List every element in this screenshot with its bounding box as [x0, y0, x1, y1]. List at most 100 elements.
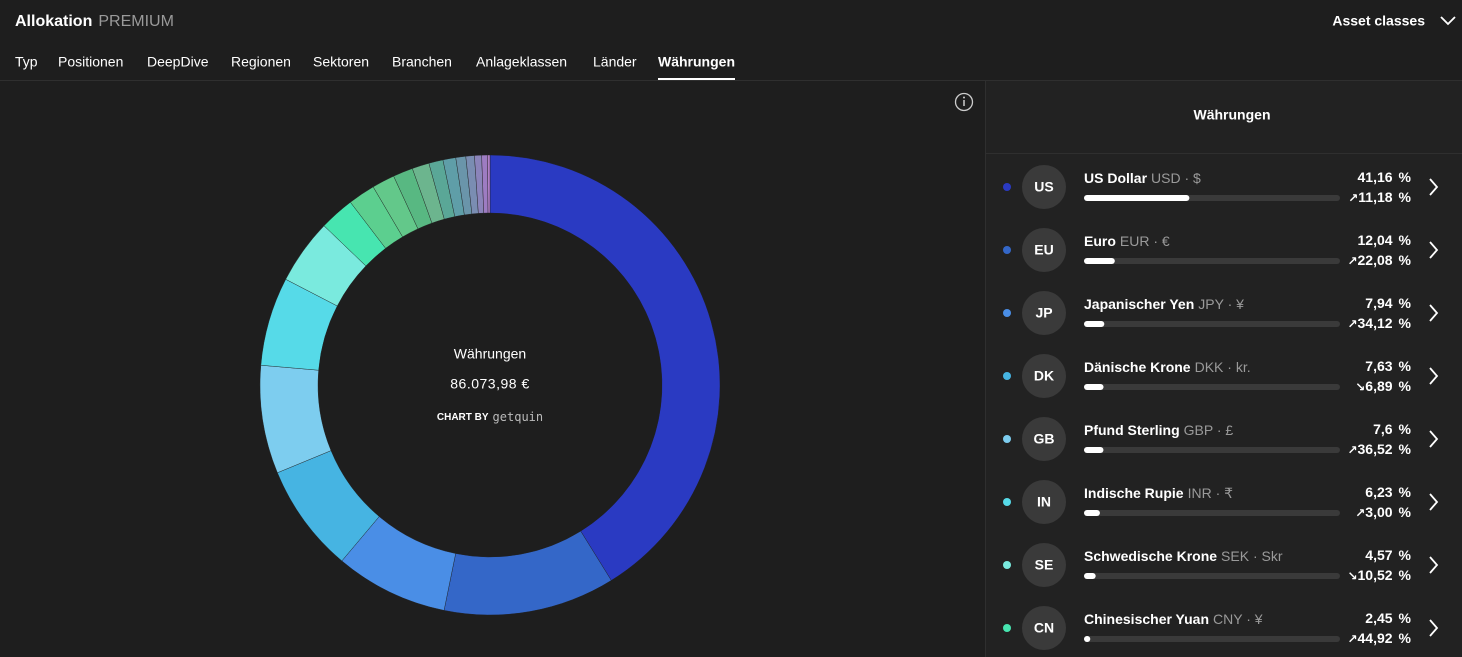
share: 12,04% — [1358, 232, 1412, 248]
bar-track — [1084, 447, 1340, 453]
change: ↗44,92% — [1347, 630, 1411, 646]
meta: EUR · € — [1120, 233, 1170, 249]
tab[interactable]: Sektoren — [313, 54, 369, 70]
change-value: 34,12 — [1358, 315, 1393, 331]
change-arrow: ↗ — [1347, 254, 1357, 268]
change: ↗11,18% — [1348, 189, 1411, 205]
chevron-down[interactable] — [1440, 16, 1456, 26]
percent: % — [1399, 567, 1412, 583]
tab[interactable]: Branchen — [392, 54, 452, 70]
chevron-right — [1429, 241, 1439, 259]
currency-name: Chinesischer Yuan CNY · ¥ — [1084, 611, 1263, 627]
percent: % — [1399, 315, 1412, 331]
tab-underline — [658, 78, 735, 80]
share-value: 41,16 — [1358, 169, 1393, 185]
share-value: 7,63 — [1365, 358, 1392, 374]
chevron-right — [1429, 493, 1439, 511]
tab[interactable]: Regionen — [231, 54, 291, 70]
bar-fill — [1084, 258, 1115, 264]
bar-fill — [1084, 510, 1100, 516]
chevron-right — [1429, 178, 1439, 196]
avatar — [1022, 543, 1066, 587]
row-dot — [1003, 435, 1011, 443]
tab[interactable]: Anlageklassen — [476, 54, 567, 70]
share-value: 7,94 — [1365, 295, 1392, 311]
tab[interactable]: DeepDive — [147, 54, 209, 70]
info-icon[interactable] — [954, 92, 974, 112]
change: ↗22,08% — [1347, 252, 1411, 268]
currency-name: Euro EUR · € — [1084, 233, 1170, 249]
donut-segment[interactable] — [487, 154, 491, 214]
percent: % — [1399, 630, 1412, 646]
change-arrow: ↗ — [1347, 632, 1357, 646]
donut-label: Währungen — [454, 346, 526, 362]
chevron-right — [1429, 304, 1439, 322]
credit-brand: getquin — [493, 410, 544, 424]
currency-name: Pfund Sterling GBP · £ — [1084, 422, 1233, 438]
percent: % — [1399, 610, 1412, 626]
bar-track — [1084, 321, 1340, 327]
panel-title: Währungen — [1194, 107, 1271, 123]
meta: INR · ₹ — [1188, 485, 1234, 501]
meta: DKK · kr. — [1195, 359, 1251, 375]
change-arrow: ↗ — [1348, 191, 1358, 205]
row-dot — [1003, 372, 1011, 380]
row-dot — [1003, 498, 1011, 506]
avatar — [1022, 165, 1066, 209]
share-value: 12,04 — [1358, 232, 1393, 248]
bar-track — [1084, 573, 1340, 579]
percent: % — [1399, 232, 1412, 248]
name: Schwedische Krone — [1084, 548, 1217, 564]
change-arrow: ↗ — [1355, 506, 1365, 520]
meta: USD · $ — [1151, 170, 1201, 186]
chevron-right — [1429, 556, 1439, 574]
change-value: 6,89 — [1365, 378, 1392, 394]
change: ↘10,52% — [1347, 567, 1411, 583]
bar-fill — [1084, 195, 1190, 201]
meta: SEK · Skr — [1221, 548, 1283, 564]
percent: % — [1399, 504, 1412, 520]
avatar — [1022, 417, 1066, 461]
currency-name: Dänische Krone DKK · kr. — [1084, 359, 1251, 375]
chart-credit: CHART BY getquin — [437, 410, 543, 424]
change-value: 22,08 — [1358, 252, 1393, 268]
percent: % — [1399, 169, 1412, 185]
change-arrow: ↘ — [1347, 569, 1357, 583]
avatar-code: JP — [1035, 305, 1052, 321]
percent: % — [1399, 295, 1412, 311]
change-arrow: ↘ — [1355, 380, 1365, 394]
credit-prefix: CHART BY — [437, 412, 489, 423]
currency-name: Japanischer Yen JPY · ¥ — [1084, 296, 1244, 312]
avatar — [1022, 480, 1066, 524]
bar-fill — [1084, 636, 1091, 642]
header-title: Allokation — [15, 13, 92, 30]
tab[interactable]: Typ — [15, 54, 38, 70]
avatar — [1022, 354, 1066, 398]
change: ↗36,52% — [1347, 441, 1411, 457]
bar-track — [1084, 510, 1340, 516]
info-circle — [954, 92, 974, 112]
tab[interactable]: Währungen — [658, 54, 735, 70]
bar-fill — [1084, 573, 1096, 579]
asset-selector[interactable]: Asset classes — [1332, 13, 1425, 29]
tab[interactable]: Länder — [593, 54, 637, 70]
meta: GBP · £ — [1184, 422, 1234, 438]
name: Dänische Krone — [1084, 359, 1191, 375]
share: 7,63% — [1365, 358, 1411, 374]
change: ↘6,89% — [1355, 378, 1411, 394]
avatar-code: CN — [1034, 620, 1054, 636]
tab[interactable]: Positionen — [58, 54, 123, 70]
header-badge: PREMIUM — [98, 13, 174, 30]
info-dot — [963, 96, 965, 99]
name: Euro — [1084, 233, 1116, 249]
